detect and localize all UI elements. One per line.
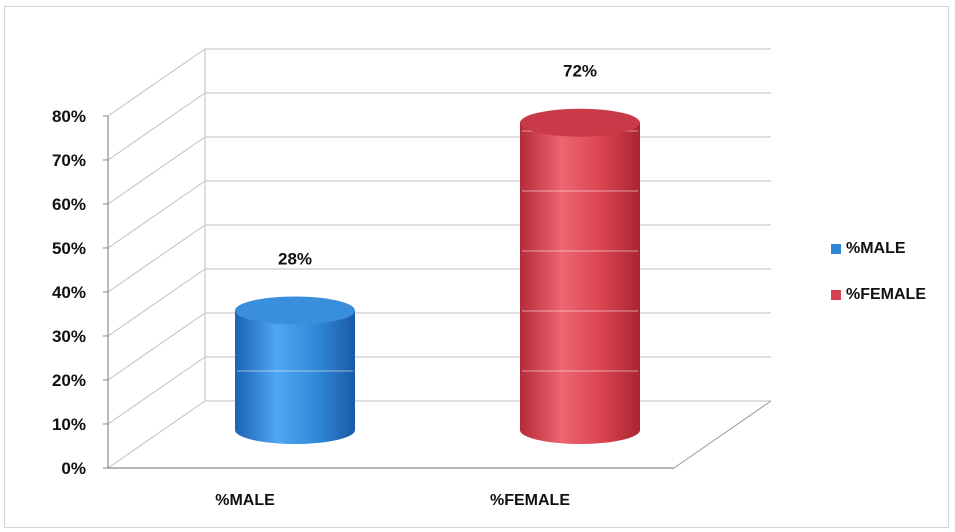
legend-label-male: %MALE <box>846 240 906 257</box>
gridline-side-4 <box>107 224 206 293</box>
x-tick-label-female: %FEMALE <box>490 492 570 509</box>
gridline-side-2 <box>107 312 206 381</box>
y-tick-label-4: 40% <box>52 283 86 302</box>
legend-swatch-female <box>831 290 841 300</box>
gridline-side-7 <box>107 92 206 161</box>
legend-item-male: %MALE <box>831 238 926 260</box>
axis-layer: 0% 10% 20% 30% 40% 50% 60% 70% 80% <box>52 107 674 478</box>
bar-top-male <box>235 296 355 325</box>
label-layer: 28% %MALE 72% %FEMALE <box>215 62 597 509</box>
data-label-male: 28% <box>278 249 312 268</box>
bar-male <box>235 310 355 444</box>
bar-female <box>520 122 640 444</box>
floor-right-edge <box>673 400 772 469</box>
legend-item-female: %FEMALE <box>831 284 926 306</box>
gridline-side-8 <box>107 48 206 117</box>
data-label-female: 72% <box>563 62 597 81</box>
y-tick-label-3: 30% <box>52 327 86 346</box>
gridline-side-0 <box>107 400 206 469</box>
x-tick-label-male: %MALE <box>215 492 275 509</box>
gridline-side-6 <box>107 136 206 205</box>
y-tick-label-7: 70% <box>52 151 86 170</box>
grid-layer <box>107 48 772 469</box>
gridline-side-1 <box>107 356 206 425</box>
gridline-side-3 <box>107 268 206 337</box>
y-tick-label-2: 20% <box>52 371 86 390</box>
legend-swatch-male <box>831 244 841 254</box>
y-tick-label-6: 60% <box>52 195 86 214</box>
legend-label-female: %FEMALE <box>846 286 926 303</box>
bar-top-female <box>520 108 640 137</box>
y-tick-label-5: 50% <box>52 239 86 258</box>
gridline-side-5 <box>107 180 206 249</box>
y-tick-label-1: 10% <box>52 415 86 434</box>
legend: %MALE %FEMALE <box>831 238 926 330</box>
y-tick-label-0: 0% <box>61 459 86 478</box>
y-tick-label-8: 80% <box>52 107 86 126</box>
bar-layer <box>235 108 640 444</box>
